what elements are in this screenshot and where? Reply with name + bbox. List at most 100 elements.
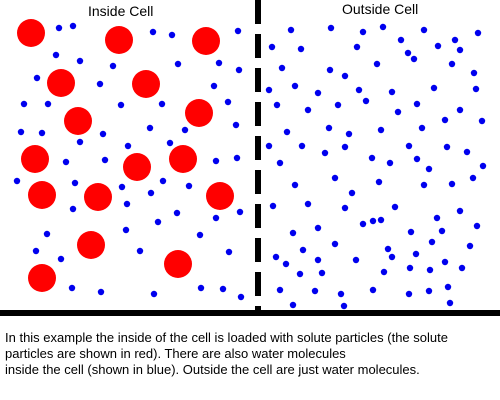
water-molecule xyxy=(388,88,396,96)
water-molecule xyxy=(13,177,21,185)
water-molecule xyxy=(470,69,478,77)
container-floor xyxy=(0,310,500,316)
water-molecule xyxy=(318,269,326,277)
water-molecule xyxy=(282,260,290,268)
water-molecule xyxy=(283,128,291,136)
water-molecule xyxy=(425,287,433,295)
solute-particle xyxy=(64,107,92,135)
water-molecule xyxy=(234,27,242,35)
water-molecule xyxy=(478,117,486,125)
water-molecule xyxy=(236,208,244,216)
outside-cell-region xyxy=(265,23,487,310)
water-molecule xyxy=(413,155,421,163)
water-molecule xyxy=(407,228,415,236)
water-molecule xyxy=(428,238,436,246)
solute-particle xyxy=(132,70,160,98)
explanation-caption: In this example the inside of the cell i… xyxy=(5,330,493,378)
water-molecule xyxy=(331,240,339,248)
water-molecule xyxy=(430,84,438,92)
water-molecule xyxy=(327,24,335,32)
water-molecule xyxy=(331,174,339,182)
water-molecule xyxy=(369,217,377,225)
water-molecule xyxy=(278,64,286,72)
inside-cell-label: Inside Cell xyxy=(88,3,153,19)
water-molecule xyxy=(181,126,189,134)
water-molecule xyxy=(463,148,471,156)
water-molecule xyxy=(52,51,60,59)
water-molecule xyxy=(96,80,104,88)
water-molecule xyxy=(272,253,280,261)
water-molecule xyxy=(38,129,46,137)
water-molecule xyxy=(446,299,454,307)
water-molecule xyxy=(124,142,132,150)
water-molecule xyxy=(232,121,240,129)
water-molecule xyxy=(397,36,405,44)
water-molecule xyxy=(380,268,388,276)
solute-particle xyxy=(17,19,45,47)
water-molecule xyxy=(458,264,466,272)
water-molecule xyxy=(287,26,295,34)
water-molecule xyxy=(406,264,414,272)
water-molecule xyxy=(298,142,306,150)
solute-particle xyxy=(164,250,192,278)
water-molecule xyxy=(168,31,176,39)
water-molecule xyxy=(444,283,452,291)
water-molecule xyxy=(314,89,322,97)
water-molecule xyxy=(448,60,456,68)
water-molecule xyxy=(304,200,312,208)
water-molecule xyxy=(340,302,348,310)
water-molecule xyxy=(441,116,449,124)
water-molecule xyxy=(420,26,428,34)
osmosis-diagram: Inside Cell Outside Cell xyxy=(0,0,500,316)
water-molecule xyxy=(43,230,51,238)
water-molecule xyxy=(434,42,442,50)
water-molecule xyxy=(413,100,421,108)
water-molecule xyxy=(375,178,383,186)
water-molecule xyxy=(269,202,277,210)
water-molecule xyxy=(355,86,363,94)
water-molecule xyxy=(384,245,392,253)
water-molecule xyxy=(173,209,181,217)
water-molecule xyxy=(369,286,377,294)
water-molecule xyxy=(388,253,396,261)
water-molecule xyxy=(362,97,370,105)
water-molecule xyxy=(377,126,385,134)
water-molecule xyxy=(418,124,426,132)
water-molecule xyxy=(472,85,480,93)
water-molecule xyxy=(456,46,464,54)
water-molecule xyxy=(273,101,281,109)
water-molecule xyxy=(136,247,144,255)
water-molecule xyxy=(118,183,126,191)
water-molecule xyxy=(474,29,482,37)
water-molecule xyxy=(296,270,304,278)
water-molecule xyxy=(405,290,413,298)
water-molecule xyxy=(149,28,157,36)
solute-particle xyxy=(47,69,75,97)
water-molecule xyxy=(76,138,84,146)
water-molecule xyxy=(473,222,481,230)
water-molecule xyxy=(55,24,63,32)
water-molecule xyxy=(32,247,40,255)
water-molecule xyxy=(123,200,131,208)
water-molecule xyxy=(210,82,218,90)
water-molecule xyxy=(479,162,487,170)
water-molecule xyxy=(289,229,297,237)
water-molecule xyxy=(185,182,193,190)
water-molecule xyxy=(420,181,428,189)
water-molecule xyxy=(291,82,299,90)
water-molecule xyxy=(69,22,77,30)
water-molecule xyxy=(71,179,79,187)
water-molecule xyxy=(146,124,154,132)
outside-cell-label: Outside Cell xyxy=(342,1,418,17)
water-molecule xyxy=(150,290,158,298)
water-molecule xyxy=(359,220,367,228)
water-molecule xyxy=(448,180,456,188)
water-molecule xyxy=(97,288,105,296)
water-molecule xyxy=(212,157,220,165)
solute-particle xyxy=(206,182,234,210)
caption-line-1: In this example the inside of the cell i… xyxy=(5,330,448,345)
water-molecule xyxy=(368,154,376,162)
water-molecule xyxy=(438,227,446,235)
water-molecule xyxy=(386,159,394,167)
water-molecule xyxy=(101,156,109,164)
